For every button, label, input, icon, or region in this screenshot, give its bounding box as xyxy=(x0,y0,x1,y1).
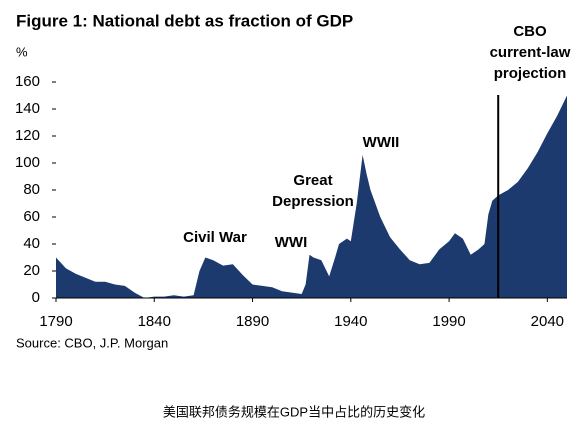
y-tick-label: 80 xyxy=(23,181,40,198)
y-tick-label: 100 xyxy=(15,154,40,171)
y-tick-label: 20 xyxy=(23,262,40,279)
y-tick-label: 40 xyxy=(23,235,40,252)
y-axis-label: % xyxy=(16,44,28,59)
annotation: current-law xyxy=(490,44,571,61)
x-tick-label: 1990 xyxy=(432,313,465,330)
annotation: Depression xyxy=(272,193,354,210)
y-tick-label: 60 xyxy=(23,208,40,225)
annotation: WWII xyxy=(363,134,400,151)
y-tick-label: 140 xyxy=(15,100,40,117)
annotation: WWI xyxy=(275,234,307,251)
y-tick-label: 160 xyxy=(15,73,40,90)
x-tick-label: 1890 xyxy=(236,313,269,330)
y-tick-label: 0 xyxy=(32,289,40,306)
annotation: projection xyxy=(494,65,567,82)
x-tick-label: 1790 xyxy=(39,313,72,330)
annotation: Civil War xyxy=(183,229,247,246)
area xyxy=(56,95,567,298)
x-tick-label: 1940 xyxy=(334,313,367,330)
x-tick-label: 1840 xyxy=(138,313,171,330)
y-tick-label: 120 xyxy=(15,127,40,144)
x-tick-label: 2040 xyxy=(531,313,564,330)
annotation: CBO xyxy=(513,23,547,40)
caption: 美国联邦债务规模在GDP当中占比的历史变化 xyxy=(163,404,425,419)
source: Source: CBO, J.P. Morgan xyxy=(16,335,168,350)
chart-title: Figure 1: National debt as fraction of G… xyxy=(16,11,353,30)
annotation: Great xyxy=(293,172,332,189)
